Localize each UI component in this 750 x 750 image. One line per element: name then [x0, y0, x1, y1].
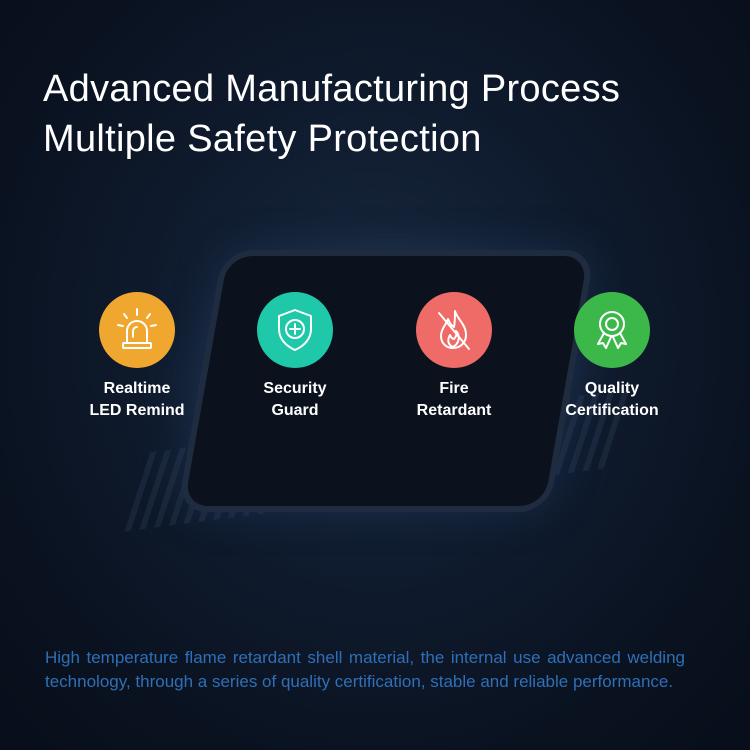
alarm-light-icon	[99, 292, 175, 368]
feature-security-guard: Security Guard	[215, 292, 375, 422]
feature-label-line2: Retardant	[416, 402, 492, 419]
feature-label-line1: Fire	[439, 380, 469, 397]
no-fire-icon	[416, 292, 492, 368]
feature-label-line1: Quality	[584, 380, 640, 397]
feature-label-line2: LED Remind	[89, 402, 185, 419]
feature-led-remind: Realtime LED Remind	[57, 292, 217, 422]
feature-quality-certification: Quality Certification	[532, 292, 692, 422]
title-line-1: Advanced Manufacturing Process	[43, 68, 621, 110]
feature-label-line2: Certification	[565, 402, 659, 419]
feature-label-line1: Realtime	[103, 380, 171, 397]
feature-fire-retardant: Fire Retardant	[374, 292, 534, 422]
page-title: Advanced Manufacturing Process Multiple …	[43, 64, 620, 164]
shield-plus-icon	[257, 292, 333, 368]
feature-label-line1: Security	[263, 380, 327, 397]
award-ribbon-icon	[574, 292, 650, 368]
title-line-2: Multiple Safety Protection	[43, 118, 482, 160]
feature-label-line2: Guard	[271, 402, 319, 419]
description-text: High temperature flame retardant shell m…	[45, 648, 685, 691]
